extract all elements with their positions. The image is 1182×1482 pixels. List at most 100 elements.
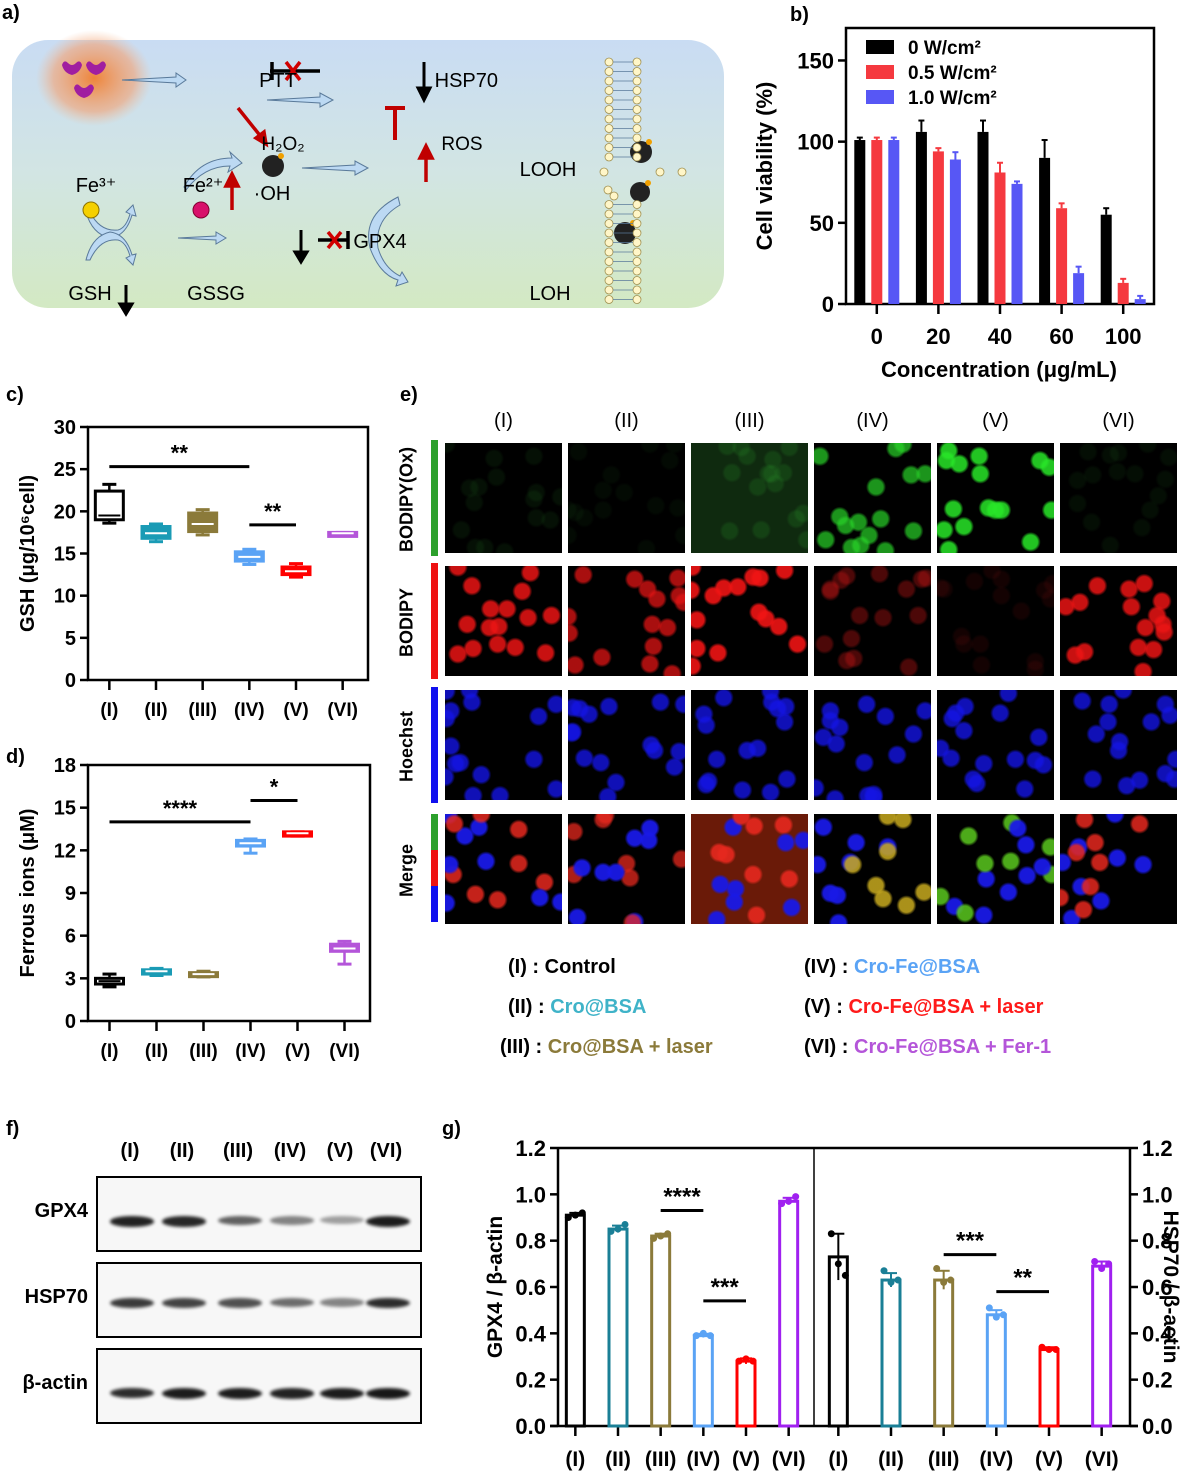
lipid-head [604, 219, 614, 228]
micro-row-label: Merge [396, 844, 417, 898]
bar [871, 140, 883, 304]
micrograph [691, 690, 808, 800]
micro-column-label: (V) [982, 410, 1009, 432]
x-tick-label: (V) [1035, 1448, 1063, 1471]
micro-row-label: BODIPY(Ox) [396, 447, 417, 553]
nanoparticle-cluster-icon [36, 30, 152, 126]
micrograph [445, 814, 562, 924]
bar [932, 151, 944, 304]
micrograph [445, 690, 562, 800]
label-gpx4: GPX4 [353, 231, 406, 253]
x-tick-label: 60 [1049, 324, 1073, 349]
lipid-head [632, 266, 642, 276]
label-h2o2: H₂O₂ [261, 134, 304, 155]
label-gsh: GSH [68, 283, 111, 305]
chart-cell-viability: 0 50 100 150 0 20 40 60 100 Concentration (μg/mL)… [752, 26, 1156, 382]
y-axis-label-left: GPX4 / β-actin [484, 1216, 507, 1358]
y-tick-label: 0 [822, 292, 834, 317]
lipid-head [632, 67, 642, 76]
blot-row-label: HSP70 [24, 1286, 88, 1308]
data-point [578, 1209, 586, 1217]
legend-group-id: (III) : [500, 1036, 548, 1058]
lipid-head [632, 124, 642, 133]
x-tick-label: (IV) [686, 1448, 720, 1471]
bar [564, 1213, 586, 1428]
lipid-head [632, 276, 642, 285]
lipid-head [599, 167, 609, 177]
channel-color-bar [431, 850, 438, 886]
protein-band [320, 1298, 364, 1307]
label-ros: ROS [441, 134, 482, 155]
legend-label: 0 W/cm² [908, 38, 981, 59]
bar [1134, 299, 1146, 304]
data-point [792, 1193, 800, 1201]
lipid-head [604, 238, 614, 247]
lipid-head [604, 247, 614, 257]
data-point [985, 1304, 993, 1312]
y-tick-label: 6 [65, 926, 76, 948]
protein-band [320, 1388, 364, 1399]
significance-label: **** [663, 1184, 701, 1211]
data-point [614, 1225, 622, 1233]
lipid-head [632, 86, 642, 95]
data-point [735, 1357, 743, 1365]
protein-band [320, 1216, 364, 1224]
panel-label-g: g) [442, 1118, 461, 1140]
lipid-head [632, 219, 642, 228]
bar [827, 1255, 849, 1428]
data-point [650, 1234, 658, 1242]
legend-label: 0.5 W/cm² [908, 63, 997, 84]
micrograph [691, 443, 808, 553]
panel-label-f: f) [6, 1118, 20, 1140]
x-tick-label: (V) [283, 700, 308, 720]
x-tick-label: (IV) [235, 1041, 266, 1062]
lipid-head [604, 124, 614, 133]
protein-band [162, 1298, 206, 1308]
bar [854, 140, 866, 304]
significance-label: ** [1013, 1265, 1032, 1292]
protein-band [270, 1298, 314, 1307]
y-tick-label: 0 [65, 670, 76, 692]
data-point [706, 1332, 714, 1340]
bar [880, 1278, 902, 1428]
legend-item: (II) : Cro@BSA [508, 996, 646, 1019]
lipid-head [632, 238, 642, 247]
lipid-head [632, 209, 642, 219]
x-tick-label: (I) [100, 700, 118, 720]
protein-band [162, 1388, 206, 1399]
micro-column-label: (I) [494, 410, 513, 432]
x-tick-label: (V) [732, 1448, 760, 1471]
bar [607, 1227, 629, 1428]
micro-column-label: (II) [614, 410, 639, 432]
legend-group-id: (V) : [804, 996, 849, 1018]
y-axis-label-right: HSP70 / β-actin [1159, 1211, 1182, 1364]
y-tick-label-left: 0.8 [515, 1229, 546, 1254]
lipid-head [632, 105, 642, 114]
micrograph [568, 814, 685, 924]
x-tick-label: (IV) [234, 700, 265, 720]
micrograph [814, 814, 931, 924]
protein-band [110, 1216, 154, 1227]
x-tick-label: (I) [101, 1041, 119, 1062]
significance-label: ** [264, 499, 282, 524]
data-point [1105, 1260, 1113, 1268]
lipid-head [632, 114, 642, 124]
protein-band [218, 1216, 262, 1226]
y-tick-label: 15 [54, 798, 76, 820]
protein-band [110, 1388, 154, 1399]
blot-column-label: (I) [120, 1140, 140, 1162]
y-tick-label-left: 1.2 [515, 1136, 546, 1161]
y-tick-label: 30 [54, 417, 76, 439]
blot-row-label: GPX4 [34, 1200, 88, 1222]
data-point [999, 1311, 1007, 1319]
label-oh: ·OH [254, 183, 291, 205]
significance-label: *** [956, 1228, 985, 1255]
x-tick-label: 0 [871, 324, 883, 349]
lipid-head [632, 143, 642, 152]
lipid-head [632, 57, 642, 67]
y-tick-label: 5 [65, 628, 76, 650]
data-point [1098, 1264, 1106, 1272]
micrograph [568, 690, 685, 800]
data-point [621, 1220, 629, 1228]
x-tick-label: (I) [828, 1448, 848, 1471]
